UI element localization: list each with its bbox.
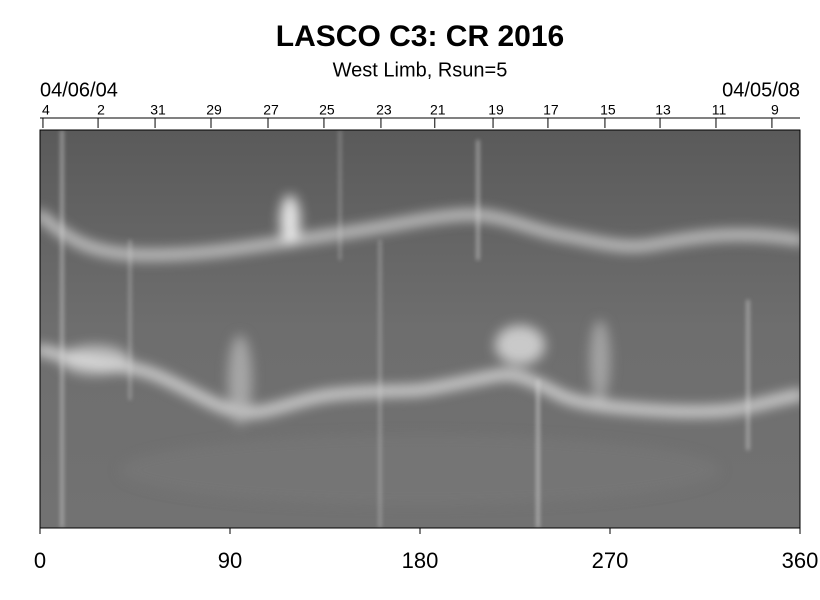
x-tick-label: 180 [402,548,439,573]
start-date: 04/06/04 [40,79,118,101]
x-tick-label: 90 [218,548,242,573]
x-tick-label: 360 [782,548,819,573]
top-tick-label: 11 [712,102,727,118]
top-tick-label: 31 [150,102,166,118]
top-tick-label: 27 [263,102,279,118]
top-tick-label: 19 [488,102,504,118]
top-tick-label: 17 [543,102,559,118]
chart-title: LASCO C3: CR 2016 [276,20,564,53]
top-tick-label: 15 [600,102,616,118]
x-tick-label: 270 [592,548,629,573]
x-tick-label: 0 [34,548,46,573]
top-tick-label: 2 [97,102,105,118]
chart-subtitle: West Limb, Rsun=5 [333,59,508,81]
top-tick-label: 25 [319,102,335,118]
top-tick-label: 13 [655,102,671,118]
streaks [60,130,750,528]
top-tick-label: 29 [206,102,222,118]
top-tick-label: 4 [42,102,50,118]
top-tick-label: 23 [376,102,392,118]
end-date: 04/05/08 [722,79,800,101]
top-tick-label: 9 [771,102,779,118]
top-tick-label: 21 [430,102,446,118]
streamer-bands [40,195,800,505]
synoptic-map [40,130,800,528]
